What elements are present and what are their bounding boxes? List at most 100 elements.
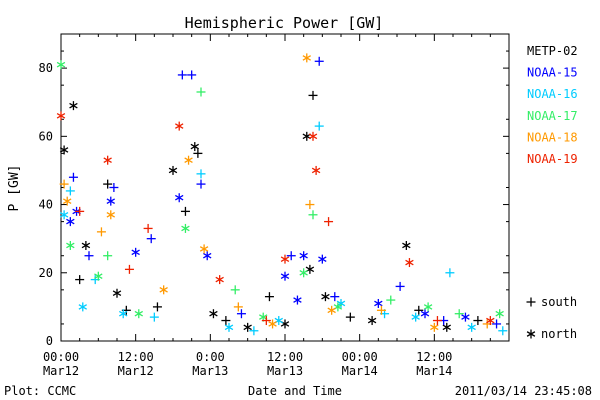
north-point-metp-02 (59, 145, 69, 155)
south-point-noaa-15 (84, 251, 94, 261)
north-point-noaa-16 (274, 316, 283, 326)
x-tick-date: Mar13 (192, 364, 228, 378)
legend-series-noaa-19: NOAA-19 (527, 152, 578, 166)
south-point-noaa-17 (230, 285, 240, 295)
north-point-noaa-17 (495, 309, 504, 319)
plot-frame (60, 33, 510, 342)
south-point-noaa-16 (65, 186, 75, 196)
south-point-noaa-15 (109, 183, 119, 192)
plot-timestamp: 2011/03/14 23:45:08 (455, 384, 592, 398)
north-point-noaa-19 (175, 121, 184, 131)
south-point-metp-02 (152, 302, 162, 312)
x-axis-label: Date and Time (248, 384, 342, 398)
y-tick-label: 60 (39, 129, 53, 143)
north-point-noaa-16 (224, 322, 234, 332)
north-point-metp-02 (321, 292, 330, 302)
south-point-metp-02 (75, 275, 85, 285)
north-point-noaa-18 (184, 155, 193, 165)
north-point-metp-02 (305, 264, 315, 274)
north-point-noaa-19 (311, 165, 321, 175)
north-point-noaa-16 (467, 322, 476, 332)
legend-marker-label: south (541, 295, 577, 309)
north-point-noaa-19 (280, 254, 290, 264)
south-point-noaa-19 (261, 316, 271, 326)
south-point-noaa-18 (305, 200, 315, 210)
north-point-noaa-18 (106, 210, 115, 220)
south-point-metp-02 (264, 292, 274, 302)
north-point-noaa-19 (103, 155, 112, 165)
legend-series-noaa-17: NOAA-17 (527, 109, 578, 123)
south-point-noaa-17 (196, 87, 206, 97)
north-point-metp-02 (367, 316, 377, 326)
south-point-metp-02 (414, 305, 424, 315)
south-point-noaa-17 (103, 251, 113, 261)
north-point-noaa-15 (299, 251, 308, 261)
x-tick-date: Mar12 (43, 364, 79, 378)
north-point-noaa-15 (293, 295, 302, 305)
north-point-noaa-19 (486, 316, 495, 326)
north-point-noaa-19 (56, 111, 66, 121)
south-point-noaa-16 (196, 169, 206, 179)
x-tick-time: 12:00 (267, 350, 303, 364)
north-point-noaa-15 (318, 254, 327, 264)
north-point-noaa-15 (374, 298, 383, 308)
north-point-noaa-15 (131, 247, 140, 257)
north-point-noaa-17 (94, 271, 103, 281)
y-tick-label: 80 (39, 61, 53, 75)
south-point-noaa-17 (308, 210, 318, 220)
south-point-metp-02 (473, 316, 483, 326)
plot-credit: Plot: CCMC (4, 384, 76, 398)
north-point-noaa-16 (119, 309, 128, 319)
north-point-noaa-19 (308, 131, 318, 141)
north-point-noaa-16 (411, 312, 420, 322)
north-point-noaa-15 (203, 251, 212, 261)
legend-marker-label: north (541, 327, 577, 341)
north-point-noaa-15 (106, 196, 115, 206)
south-point-noaa-15 (236, 309, 246, 319)
south-point-noaa-16 (149, 312, 159, 322)
south-point-noaa-15 (492, 319, 502, 329)
x-tick-date: Mar13 (267, 364, 303, 378)
north-point-noaa-15 (175, 193, 184, 203)
y-tick-label: 40 (39, 198, 53, 212)
south-point-noaa-19 (432, 316, 442, 326)
north-point-noaa-15 (66, 217, 75, 227)
north-point-noaa-18 (268, 319, 277, 329)
y-tick-label: 0 (46, 334, 53, 348)
north-point-noaa-15 (420, 309, 430, 319)
x-axis: 00:00Mar1212:00Mar120:00Mar1312:00Mar130… (43, 34, 491, 378)
x-tick-time: 0:00 (196, 350, 225, 364)
legend-series-noaa-18: NOAA-18 (527, 130, 578, 144)
legend-series-noaa-15: NOAA-15 (527, 66, 578, 80)
legend-series-metp-02: METP-02 (527, 44, 578, 58)
x-tick-time: 00:00 (43, 350, 79, 364)
south-point-noaa-15 (330, 292, 340, 302)
south-point-noaa-18 (96, 227, 106, 237)
south-point-noaa-17 (454, 309, 464, 319)
north-point-noaa-18 (63, 196, 72, 206)
north-point-metp-02 (209, 309, 218, 319)
north-point-metp-02 (243, 322, 252, 332)
south-point-noaa-15 (286, 251, 296, 261)
south-point-noaa-15 (395, 281, 405, 291)
south-point-noaa-19 (75, 206, 85, 216)
south-point-noaa-16 (445, 268, 455, 278)
legend: METP-02 NOAA-15 NOAA-16 NOAA-17 NOAA-18 NOAA-… (526, 44, 578, 341)
south-point-noaa-19 (324, 217, 334, 227)
north-point-noaa-17 (56, 60, 66, 70)
north-point-noaa-15 (280, 271, 290, 281)
south-point-noaa-18 (233, 302, 243, 312)
legend-series-noaa-16: NOAA-16 (527, 87, 578, 101)
south-point-metp-02 (180, 206, 190, 216)
south-point-noaa-15 (196, 179, 206, 189)
x-tick-time: 12:00 (416, 350, 452, 364)
north-point-metp-02 (280, 319, 290, 329)
south-point-noaa-16 (314, 121, 324, 131)
x-tick-time: 12:00 (118, 350, 154, 364)
north-point-noaa-16 (59, 210, 69, 220)
north-point-noaa-17 (299, 268, 308, 278)
south-point-noaa-16 (498, 326, 508, 336)
north-point-metp-02 (112, 288, 122, 298)
north-point-metp-02 (168, 165, 178, 175)
